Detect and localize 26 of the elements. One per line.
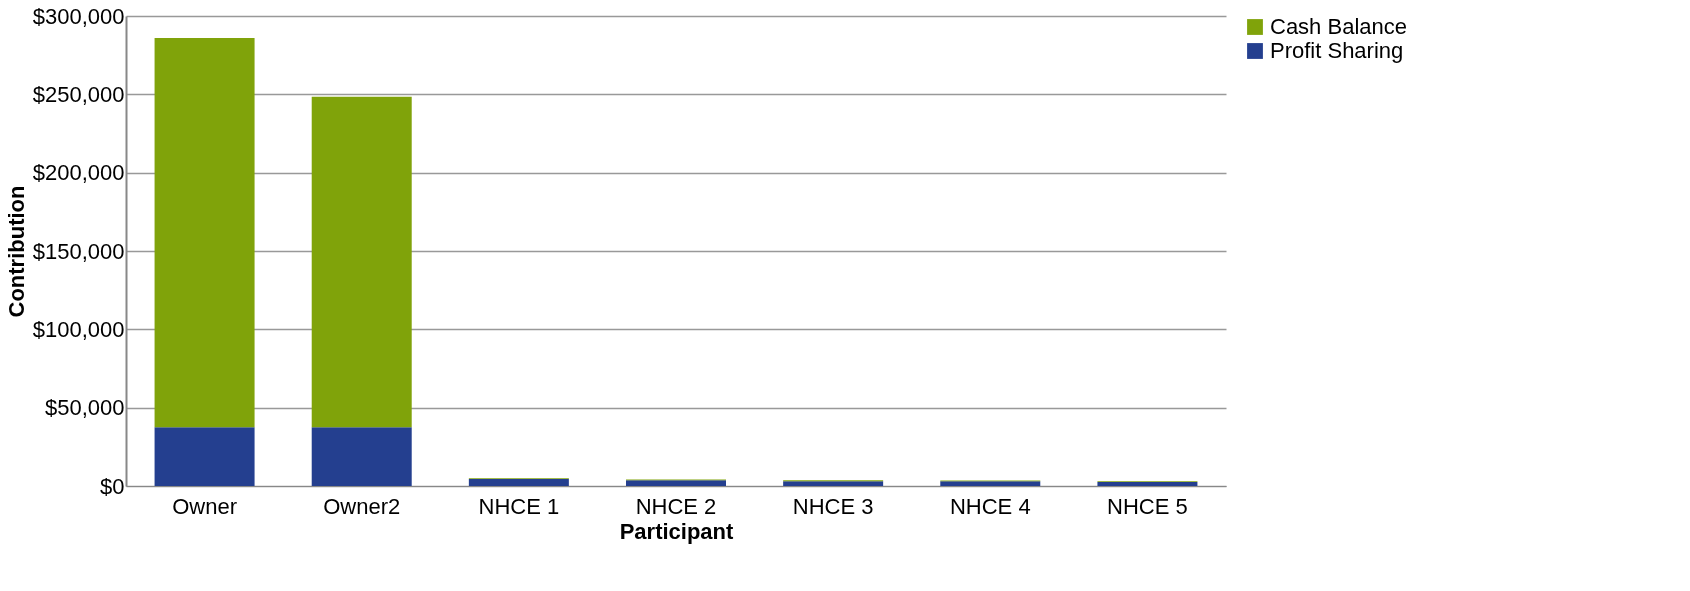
bar [311,96,412,428]
x-tick-label: NHCE 1 [478,493,560,519]
bar [468,478,569,486]
bar [154,427,255,486]
y-tick-label: $50,000 [44,395,125,421]
x-tick-label: NHCE 2 [635,493,717,519]
y-tick-label: $300,000 [32,3,125,29]
bar [783,481,884,486]
x-tick-label: NHCE 5 [1107,493,1188,519]
bar [940,481,1041,486]
x-tick-label: NHCE 3 [792,493,874,519]
x-tick-label: NHCE 4 [949,493,1031,519]
bar [311,427,412,486]
y-tick-label: $150,000 [32,238,125,264]
x-tick-label: Owner2 [323,493,401,519]
x-tick-label: Owner [172,493,237,519]
y-tick-label: $250,000 [32,81,125,107]
bar [626,480,726,486]
x-axis-title: Participant [619,518,735,544]
bar [154,37,255,428]
legend-label: Profit Sharing [1270,38,1404,63]
y-tick-label: $0 [100,473,125,499]
y-tick-label: $100,000 [32,316,125,342]
legend-label: Cash Balance [1270,14,1407,39]
y-axis-title: Contribution [3,185,29,318]
y-tick-label: $200,000 [32,160,125,186]
